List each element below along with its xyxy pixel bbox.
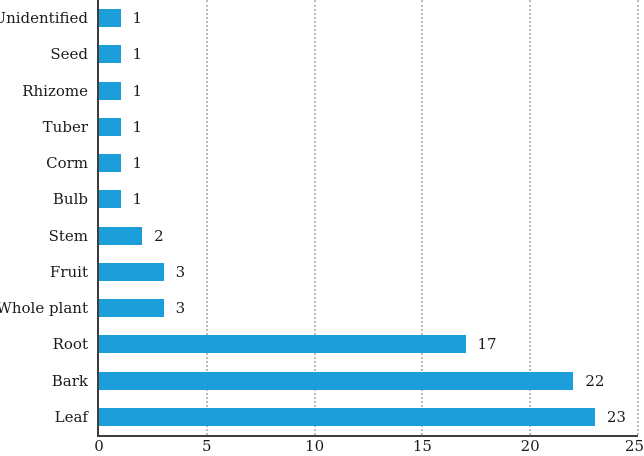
bar [99,81,121,100]
gridline-x-10 [313,0,316,435]
bar-row: Stem 2 [49,218,638,254]
bar [99,45,121,64]
bar [99,371,574,390]
category-label: Whole plant [0,299,88,318]
bar [99,407,595,426]
x-tick-label: 20 [520,437,540,455]
bar-row: Whole plant 3 [0,290,638,326]
bar [99,190,121,209]
plot-area: Unidentified 1 Seed 1 Rhizome 1 Tuber 1 Corm 1 Bul… [0,0,639,437]
category-label: Rhizome [22,81,88,100]
category-label: Bark [51,371,88,390]
bar-row: Unidentified 1 [0,0,638,36]
bar-row: Corm 1 [46,145,638,181]
bar [99,154,121,173]
value-label: 22 [585,371,605,390]
category-label: Leaf [54,407,88,426]
bar-row: Root 17 [53,326,638,362]
value-label: 23 [606,407,626,426]
value-label: 1 [132,81,143,100]
value-label: 3 [175,299,186,318]
bar-row: Tuber 1 [43,109,638,145]
gridline-x-25 [637,0,639,435]
category-label: Stem [48,226,88,245]
bar-row: Bark 22 [52,363,638,399]
bar-row: Leaf 23 [55,399,638,435]
x-tick-label: 25 [624,437,644,455]
bar [99,9,121,28]
x-axis-labels: 0 5 10 15 20 25 [0,437,644,456]
value-label: 2 [154,226,164,245]
bar [99,226,143,245]
value-label: 1 [132,9,143,28]
bar [99,299,164,318]
category-label: Fruit [49,262,88,281]
bar-row: Rhizome 1 [22,73,638,109]
gridline-x-15 [421,0,424,435]
gridline-x-5 [205,0,208,435]
x-tick-label: 0 [94,437,104,455]
category-label: Root [52,335,88,354]
x-tick-label: 15 [412,437,432,455]
value-label: 1 [132,45,143,64]
bar-row: Bulb 1 [53,181,638,217]
bar-row: Seed 1 [50,36,638,72]
bar [99,335,466,354]
category-label: Bulb [52,190,88,209]
x-tick-label: 5 [202,437,212,455]
bar [99,117,121,136]
category-label: Unidentified [0,9,88,28]
value-label: 3 [175,262,186,281]
value-label: 1 [132,117,143,136]
bar [99,262,164,281]
bar-rows: Unidentified 1 Seed 1 Rhizome 1 Tuber 1 Corm 1 Bul… [0,0,638,435]
category-label: Tuber [42,117,88,136]
value-label: 17 [477,335,497,354]
gridline-x-20 [529,0,532,435]
value-label: 1 [132,154,143,173]
category-label: Corm [46,154,88,173]
category-label: Seed [50,45,88,64]
x-tick-label: 10 [305,437,325,455]
value-label: 1 [132,190,143,209]
bar-row: Fruit 3 [50,254,638,290]
